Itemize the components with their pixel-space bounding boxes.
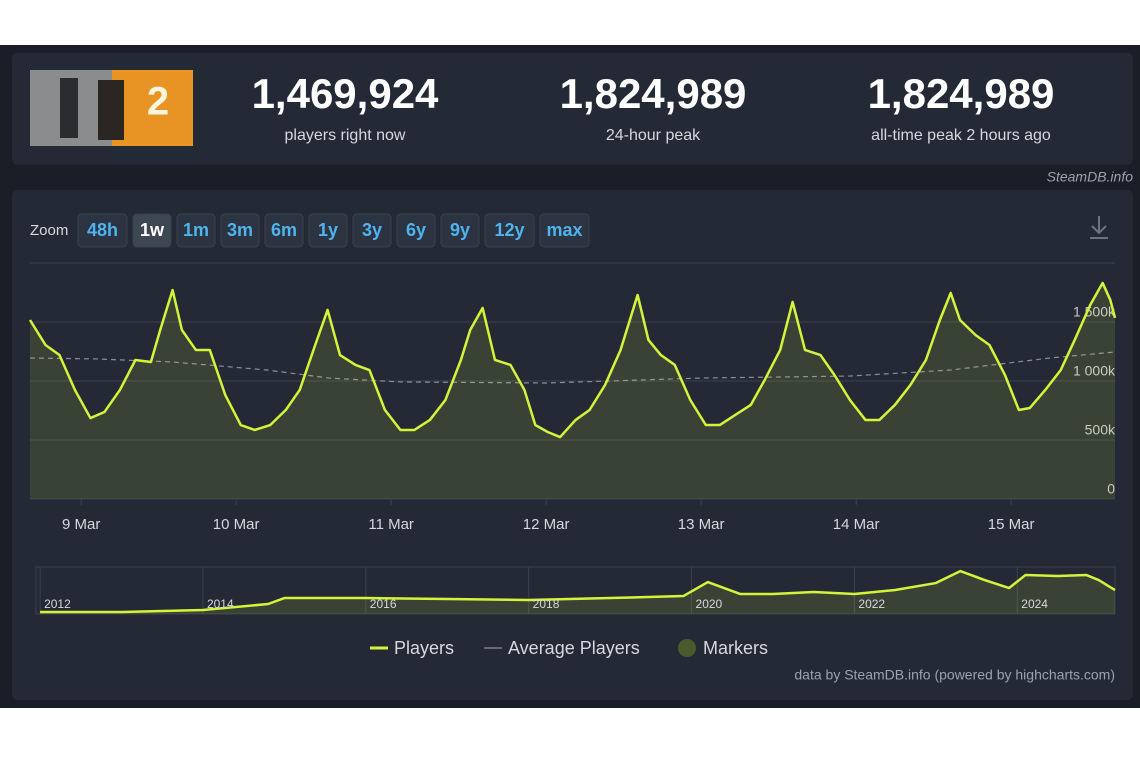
zoom-button-label[interactable]: 12y bbox=[494, 220, 524, 240]
zoom-button-label[interactable]: 1m bbox=[183, 220, 209, 240]
stat-label: all-time peak 2 hours ago bbox=[871, 127, 1051, 144]
zoom-button-label[interactable]: 6y bbox=[406, 220, 426, 240]
stat-value: 1,469,924 bbox=[252, 70, 439, 117]
legend-label[interactable]: Markers bbox=[703, 638, 768, 658]
zoom-button[interactable] bbox=[176, 213, 216, 248]
zoom-button-label[interactable]: 9y bbox=[450, 220, 470, 240]
game-logo: 2 bbox=[30, 70, 193, 146]
zoom-button-label[interactable]: max bbox=[546, 220, 582, 240]
x-tick-label: 14 Mar bbox=[833, 516, 880, 533]
header-card bbox=[12, 53, 1133, 165]
stat-value: 1,824,989 bbox=[560, 70, 747, 117]
line bbox=[40, 569, 1116, 614]
navigator-tick-label: 2024 bbox=[1021, 597, 1048, 611]
zoom-button[interactable] bbox=[264, 213, 304, 248]
watermark: SteamDB.info bbox=[1047, 169, 1134, 185]
zoom-button-label[interactable]: 3m bbox=[227, 220, 253, 240]
zoom-button-label[interactable]: 1y bbox=[318, 220, 338, 240]
y-tick-label: 1 500k bbox=[1073, 304, 1116, 320]
x-tick-label: 10 Mar bbox=[213, 516, 260, 533]
y-tick-label: 500k bbox=[1085, 422, 1116, 438]
y-tick-label: 0 bbox=[1107, 481, 1115, 497]
navigator-frame bbox=[35, 566, 1116, 615]
stat-label: players right now bbox=[285, 127, 406, 144]
zoom-button[interactable] bbox=[440, 213, 480, 248]
zoom-button[interactable] bbox=[396, 213, 436, 248]
zoom-button[interactable] bbox=[484, 213, 535, 248]
legend-label[interactable]: Players bbox=[394, 638, 454, 658]
navigator-tick-label: 2016 bbox=[370, 597, 397, 611]
x-tick-label: 12 Mar bbox=[523, 516, 570, 533]
x-tick-label: 13 Mar bbox=[678, 516, 725, 533]
zoom-button[interactable] bbox=[220, 213, 260, 248]
stat-label: 24-hour peak bbox=[606, 127, 701, 144]
zoom-button[interactable] bbox=[352, 213, 392, 248]
credits: data by SteamDB.info (powered by highcha… bbox=[794, 667, 1115, 683]
navigator-tick-label: 2022 bbox=[858, 597, 885, 611]
area bbox=[40, 571, 1116, 614]
chart-card bbox=[12, 190, 1133, 700]
x-tick-label: 15 Mar bbox=[988, 516, 1035, 533]
stat-value: 1,824,989 bbox=[868, 70, 1055, 117]
zoom-button-label[interactable]: 48h bbox=[87, 220, 118, 240]
legend-symbol[interactable] bbox=[678, 639, 696, 657]
zoom-button[interactable] bbox=[132, 213, 172, 248]
zoom-button[interactable] bbox=[77, 213, 128, 248]
line bbox=[28, 281, 1117, 439]
area bbox=[30, 282, 1115, 499]
download-icon[interactable] bbox=[1090, 216, 1108, 239]
y-tick-label: 1 000k bbox=[1073, 363, 1116, 379]
x-tick-label: 11 Mar bbox=[368, 516, 414, 533]
zoom-button[interactable] bbox=[539, 213, 590, 248]
zoom-label: Zoom bbox=[30, 222, 68, 239]
navigator-tick-label: 2014 bbox=[207, 597, 234, 611]
zoom-button[interactable] bbox=[308, 213, 348, 248]
zoom-button-label[interactable]: 3y bbox=[362, 220, 382, 240]
x-tick-label: 9 Mar bbox=[62, 516, 100, 533]
svg-text:2: 2 bbox=[147, 80, 169, 124]
zoom-button-label[interactable]: 6m bbox=[271, 220, 297, 240]
legend-label[interactable]: Average Players bbox=[508, 638, 640, 658]
zoom-button-label[interactable]: 1w bbox=[140, 220, 165, 240]
navigator-tick-label: 2018 bbox=[533, 597, 560, 611]
navigator-tick-label: 2012 bbox=[44, 597, 71, 611]
line bbox=[29, 351, 1116, 384]
navigator-tick-label: 2020 bbox=[696, 597, 723, 611]
